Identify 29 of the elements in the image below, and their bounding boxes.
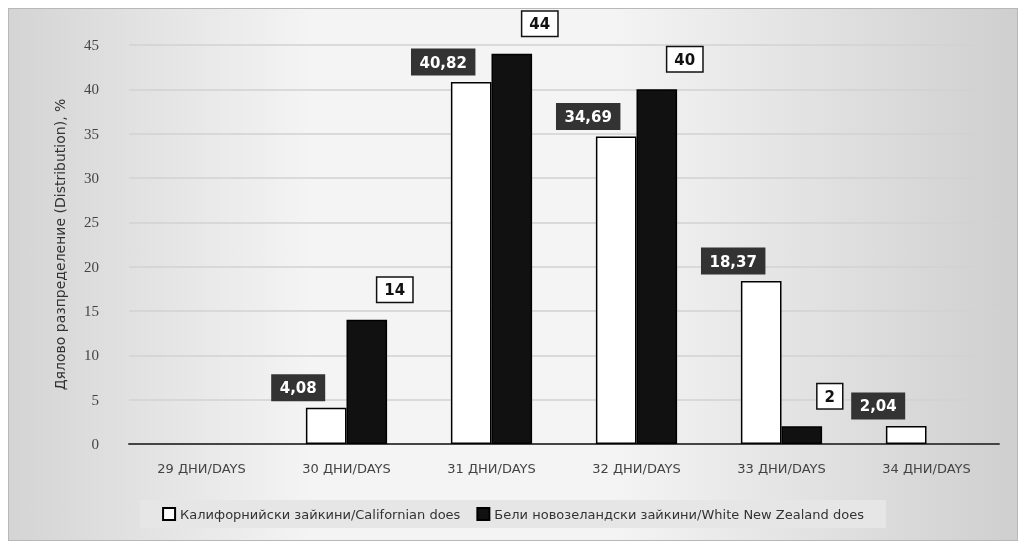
y-tick-label: 0 [91, 436, 99, 452]
bar [885, 425, 927, 444]
legend-label: Калифорнийски зайкини/Californian does [180, 506, 461, 522]
x-tick-label: 31 ДНИ/DAYS [447, 461, 536, 476]
data-label: 2,04 [859, 397, 897, 416]
y-tick-label: 15 [84, 303, 99, 319]
y-tick-label: 10 [84, 347, 99, 364]
data-label: 4,08 [279, 379, 317, 398]
x-tick-label: 30 ДНИ/DAYS [302, 461, 391, 476]
y-tick-label: 40 [84, 81, 99, 98]
x-tick-label: 29 ДНИ/DAYS [157, 461, 246, 476]
data-label: 34,69 [564, 107, 612, 126]
data-label: 18,37 [709, 252, 757, 271]
y-tick-label: 20 [84, 258, 99, 275]
x-tick-label: 33 ДНИ/DAYS [737, 461, 826, 476]
x-tick-label: 32 ДНИ/DAYS [592, 461, 681, 476]
y-tick-label: 5 [91, 391, 99, 408]
y-axis-title: Дялово разпределение (Distribution), % [52, 98, 68, 391]
legend-label: Бели новозеландски зайкини/White New Zealand does [494, 506, 865, 522]
x-tick-label: 34 ДНИ/DAYS [882, 461, 971, 476]
data-label: 40,82 [419, 53, 467, 72]
y-tick-label: 30 [84, 170, 99, 186]
y-tick-label: 25 [84, 214, 99, 231]
y-tick-label: 45 [84, 37, 99, 53]
data-label: 2 [824, 387, 836, 406]
data-label: 40 [674, 50, 696, 69]
data-label: 14 [384, 281, 406, 300]
y-tick-label: 35 [84, 125, 99, 142]
data-label: 44 [529, 15, 551, 34]
